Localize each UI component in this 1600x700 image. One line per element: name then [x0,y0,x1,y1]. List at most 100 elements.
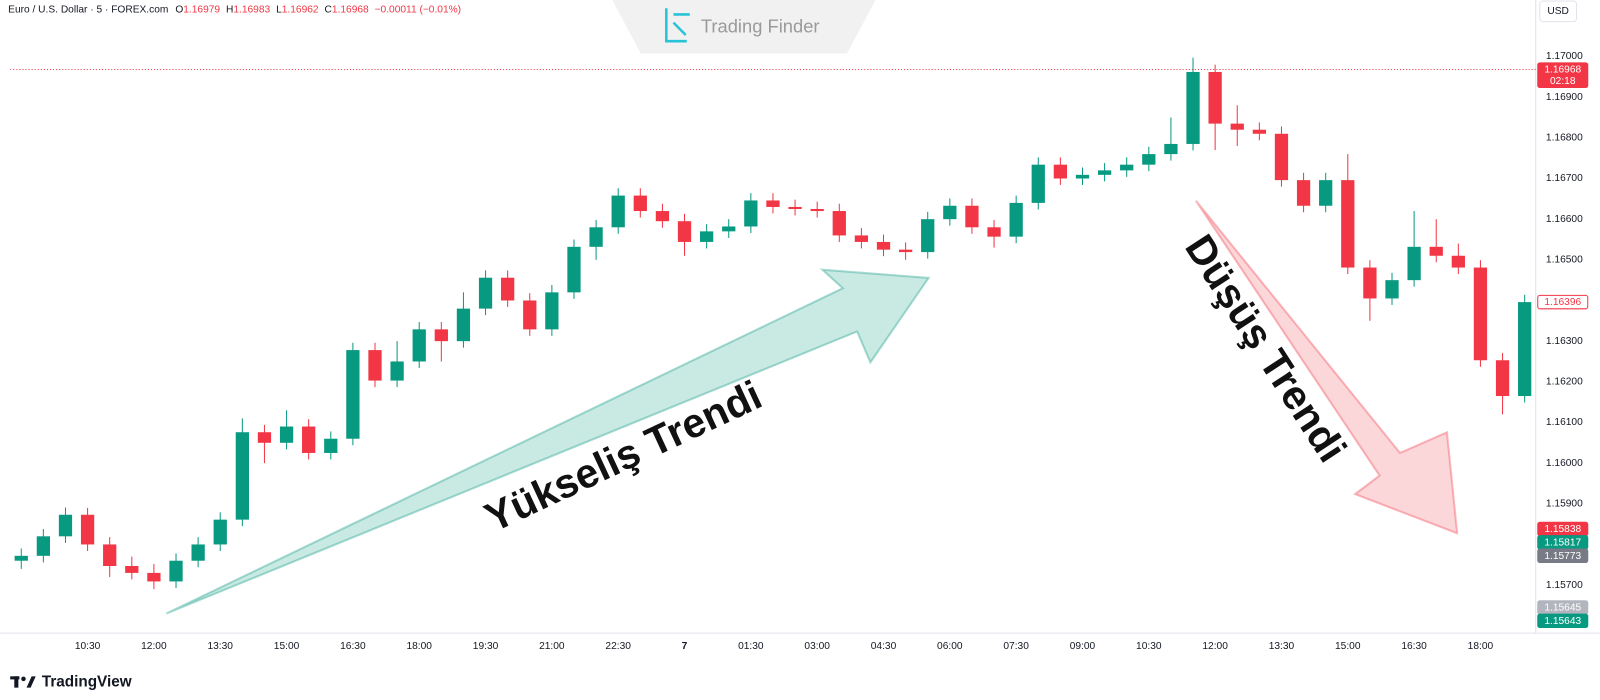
watermark-logo [665,8,690,43]
candle-body [744,200,758,227]
x-tick-label: 03:00 [804,641,830,652]
candle-body [1097,170,1112,175]
candle-body [1407,246,1421,281]
candle-body [722,226,736,232]
x-tick-label: 09:00 [1070,641,1096,652]
high-label: H [226,4,233,15]
price-marker: 1.15838 [1537,521,1589,537]
candle-body [1009,202,1023,237]
price-marker-label: 1.16396 [1544,297,1581,308]
candle-body [36,536,50,556]
candle-body [633,195,647,212]
price-marker: 1.16396 [1537,294,1589,310]
price-marker-box [1537,62,1589,89]
x-tick-label: 06:00 [937,641,963,652]
candle-body [1451,255,1465,268]
candle-body [1274,133,1289,181]
candle-body [257,432,272,443]
candle-body [1319,180,1333,206]
x-tick-label: 21:00 [539,641,565,652]
candle-body [1495,360,1510,397]
candle-body [1341,180,1355,268]
open-value: 1.16979 [183,4,220,15]
y-tick-label: 1.16100 [1546,417,1583,428]
candle-body [854,235,869,242]
candle-body [1230,123,1244,130]
candle-body [589,227,603,247]
candle-body [346,350,360,439]
x-tick-label: 18:00 [1468,641,1494,652]
candle-body [412,329,426,362]
x-tick-label: 13:30 [207,641,233,652]
x-tick-label: 19:30 [473,641,499,652]
currency-label[interactable]: USD [1547,6,1569,17]
candle-body [302,426,316,453]
y-tick-label: 1.16700 [1546,173,1583,184]
price-marker: 1.15773 [1537,548,1589,563]
x-tick-label: 22:30 [605,641,631,652]
candle-body [788,206,802,209]
candle-body [943,205,957,220]
candle-body [700,231,714,242]
candle-body [1252,129,1266,134]
candle-body [921,219,935,253]
price-marker: 1.15645 [1537,600,1589,615]
candle-body [103,544,117,566]
symbol-header: Euro / U.S. Dollar · 5 · FOREX.com O1.16… [8,4,461,15]
candle-body [655,211,670,222]
price-marker-label: 1.15643 [1544,616,1581,627]
candle-body [832,211,846,236]
price-marker-label: 1.15838 [1544,524,1581,535]
price-marker: 1.15817 [1537,535,1589,550]
x-tick-label: 10:30 [75,641,101,652]
price-marker-label: 1.15773 [1544,551,1581,562]
price-countdown: 02:18 [1550,76,1576,87]
watermark-text: Trading Finder [701,16,820,37]
downtrend-arrow [1195,200,1459,535]
candle-body [876,241,891,250]
y-tick-label: 1.16900 [1546,92,1583,103]
candle-body [1075,174,1090,179]
symbol-name: Euro / U.S. Dollar · 5 · FOREX.com [8,4,168,15]
y-tick-label: 1.16800 [1546,133,1583,144]
candle-body [1031,164,1045,203]
x-tick-label: 16:30 [1401,641,1427,652]
price-marker-box [1537,548,1589,563]
candle-body [987,227,1001,237]
y-tick-label: 1.16600 [1546,214,1583,225]
candle-body [191,544,205,561]
price-marker: 1.15643 [1537,613,1589,629]
candle-body [1429,246,1443,256]
candle-body [810,208,824,212]
x-tick-label: 07:30 [1003,641,1029,652]
candle-body [1296,180,1311,206]
candle-body [324,438,338,453]
currency-button[interactable] [1539,0,1578,23]
candle-body [1142,154,1156,165]
candle-body [58,514,73,537]
candle-body [611,195,625,228]
y-tick-label: 1.16300 [1546,336,1583,347]
uptrend-arrow [165,268,931,615]
price-marker-label: 1.15645 [1544,602,1581,613]
candle-body [147,572,161,582]
y-tick-label: 1.16000 [1546,458,1583,469]
brand-name: TradingView [42,674,132,691]
x-tick-label: 13:30 [1269,641,1295,652]
candle-body [368,350,382,381]
y-tick-label: 1.17000 [1546,51,1583,62]
candle-body [1385,280,1399,299]
low-value: 1.16962 [282,4,319,15]
y-tick-label: 1.16200 [1546,376,1583,387]
candle-body [501,277,515,301]
y-tick-label: 1.15900 [1546,498,1583,509]
candle-body [456,308,471,342]
y-tick-label: 1.16500 [1546,255,1583,266]
plot-area [10,57,1536,590]
candle-body [1120,164,1134,171]
candle-body [766,200,780,207]
price-marker-label: 1.16968 [1544,65,1581,76]
